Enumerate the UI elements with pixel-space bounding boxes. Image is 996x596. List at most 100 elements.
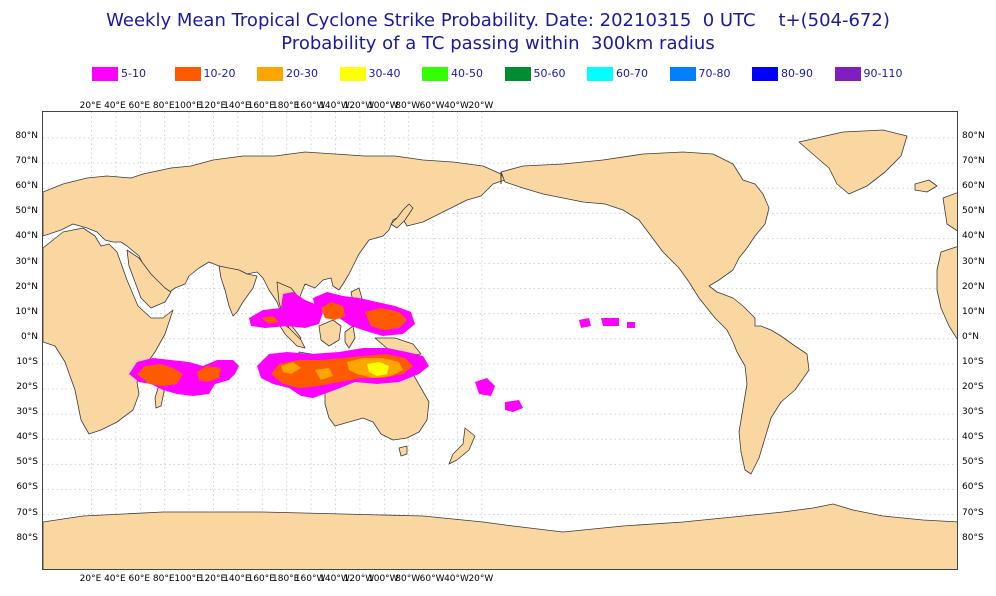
land-india <box>218 265 258 317</box>
prob-5-10-area <box>475 378 495 396</box>
longitude-tick-label: 160°W <box>294 101 326 111</box>
land-arabia <box>126 249 172 309</box>
latitude-tick-label: 50°N <box>962 206 985 217</box>
prob-5-10-area <box>601 318 619 326</box>
latitude-tick-label: 10°N <box>15 306 38 317</box>
map-frame <box>42 111 958 570</box>
land-tasmania <box>398 445 408 457</box>
latitude-tick-label: 80°S <box>962 532 984 543</box>
longitude-tick-label: 100°W <box>368 574 399 584</box>
longitude-tick-label: 20°W <box>468 101 494 111</box>
land-sulawesi <box>344 325 356 349</box>
latitude-tick-label: 70°S <box>16 507 38 518</box>
land-americas <box>500 151 810 475</box>
prob-10-20-area <box>261 316 279 324</box>
land-antarctica <box>43 503 957 569</box>
longitude-tick-label: 80°E <box>152 574 175 584</box>
land-africa <box>43 227 174 435</box>
latitude-tick-label: 60°S <box>16 482 38 493</box>
longitude-tick-label: 120°W <box>343 101 375 111</box>
latitude-tick-label: 50°S <box>962 457 984 468</box>
latitude-tick-label: 70°N <box>15 156 38 167</box>
prob-10-20-area <box>137 364 183 386</box>
longitude-tick-label: 80°E <box>152 101 175 111</box>
prob-5-10-area <box>249 292 323 328</box>
latitude-tick-label: 80°S <box>16 532 38 543</box>
latitude-tick-label: 50°S <box>16 457 38 468</box>
longitude-tick-label: 60°W <box>419 574 445 584</box>
legend-swatch <box>339 67 366 81</box>
legend-swatch <box>257 67 283 81</box>
longitude-tick-label: 140°W <box>319 101 350 111</box>
latitude-tick-label: 40°S <box>16 432 38 443</box>
prob-10-20-area <box>321 302 345 320</box>
legend-label: 70-80 <box>698 67 731 80</box>
longitude-tick-label: 160°E <box>247 101 275 111</box>
legend-swatch <box>587 67 613 81</box>
prob-30-40-area <box>367 362 389 376</box>
longitude-tick-label: 120°W <box>343 574 375 584</box>
legend-label: 60-70 <box>616 67 648 80</box>
legend-label: 50-60 <box>533 67 566 80</box>
latitude-tick-label: 10°N <box>962 306 985 317</box>
legend-swatch <box>669 67 696 81</box>
longitude-tick-label: 20°W <box>468 574 494 584</box>
legend-label: 30-40 <box>368 67 401 80</box>
legend-label: 5-10 <box>121 67 146 80</box>
longitude-tick-label: 140°E <box>223 574 251 584</box>
longitude-tick-label: 180°E <box>272 574 300 584</box>
chart-subtitle: Probability of a TC passing within 300km… <box>281 33 715 54</box>
longitude-tick-label: 180°E <box>272 101 300 111</box>
longitude-tick-label: 160°E <box>247 574 275 584</box>
latitude-tick-label: 40°S <box>962 432 984 443</box>
legend-label: 80-90 <box>781 67 813 80</box>
latitude-tick-label: 20°N <box>962 281 985 292</box>
latitude-tick-label: 30°S <box>962 407 984 418</box>
prob-10-20-area <box>197 366 221 382</box>
longitude-tick-label: 40°W <box>444 101 469 111</box>
latitude-tick-label: 20°N <box>15 281 38 292</box>
legend-swatch <box>92 67 118 81</box>
legend-swatch <box>422 67 448 81</box>
latitude-tick-label: 30°S <box>16 407 38 418</box>
longitude-tick-label: 100°E <box>174 574 202 584</box>
prob-10-20-area <box>365 308 407 330</box>
latitude-tick-label: 40°N <box>15 231 38 242</box>
latitude-tick-label: 60°N <box>962 181 985 192</box>
latitude-tick-label: 30°N <box>15 256 38 267</box>
prob-5-10-area <box>627 322 635 328</box>
longitude-tick-label: 80°W <box>395 101 421 111</box>
latitude-tick-label: 10°S <box>16 356 38 367</box>
latitude-tick-label: 40°N <box>962 231 985 242</box>
longitude-tick-label: 60°E <box>128 574 151 584</box>
longitude-tick-label: 40°W <box>444 574 469 584</box>
prob-5-10-area <box>505 400 523 412</box>
longitude-tick-label: 120°E <box>198 574 227 584</box>
latitude-tick-label: 80°N <box>15 131 38 141</box>
land-greenland <box>798 129 908 195</box>
land-japan <box>390 203 414 229</box>
longitude-tick-label: 140°W <box>319 574 350 584</box>
latitude-tick-label: 80°N <box>962 131 985 141</box>
longitude-tick-label: 100°W <box>368 101 399 111</box>
land-iceland <box>914 179 938 193</box>
longitude-tick-label: 160°W <box>294 574 326 584</box>
latitude-tick-label: 70°S <box>962 507 984 518</box>
prob-20-30-area <box>315 368 333 380</box>
latitude-tick-label: 70°N <box>962 156 985 167</box>
chart-title: Weekly Mean Tropical Cyclone Strike Prob… <box>106 10 890 31</box>
legend-swatch <box>174 67 201 81</box>
latitude-tick-label: 20°S <box>16 382 38 392</box>
longitude-tick-label: 40°E <box>104 101 126 111</box>
latitude-tick-label: 20°S <box>962 382 984 392</box>
legend-label: 10-20 <box>203 67 236 80</box>
longitude-tick-label: 100°E <box>174 101 202 111</box>
land-new-zealand <box>448 427 476 465</box>
latitude-tick-label: 10°S <box>962 356 984 367</box>
longitude-tick-label: 60°E <box>128 101 151 111</box>
latitude-tick-label: 30°N <box>962 256 985 267</box>
longitude-tick-label: 120°E <box>198 101 227 111</box>
latitude-tick-label: 60°S <box>962 482 984 493</box>
longitude-tick-label: 40°E <box>104 574 126 584</box>
longitude-tick-label: 60°W <box>419 101 445 111</box>
